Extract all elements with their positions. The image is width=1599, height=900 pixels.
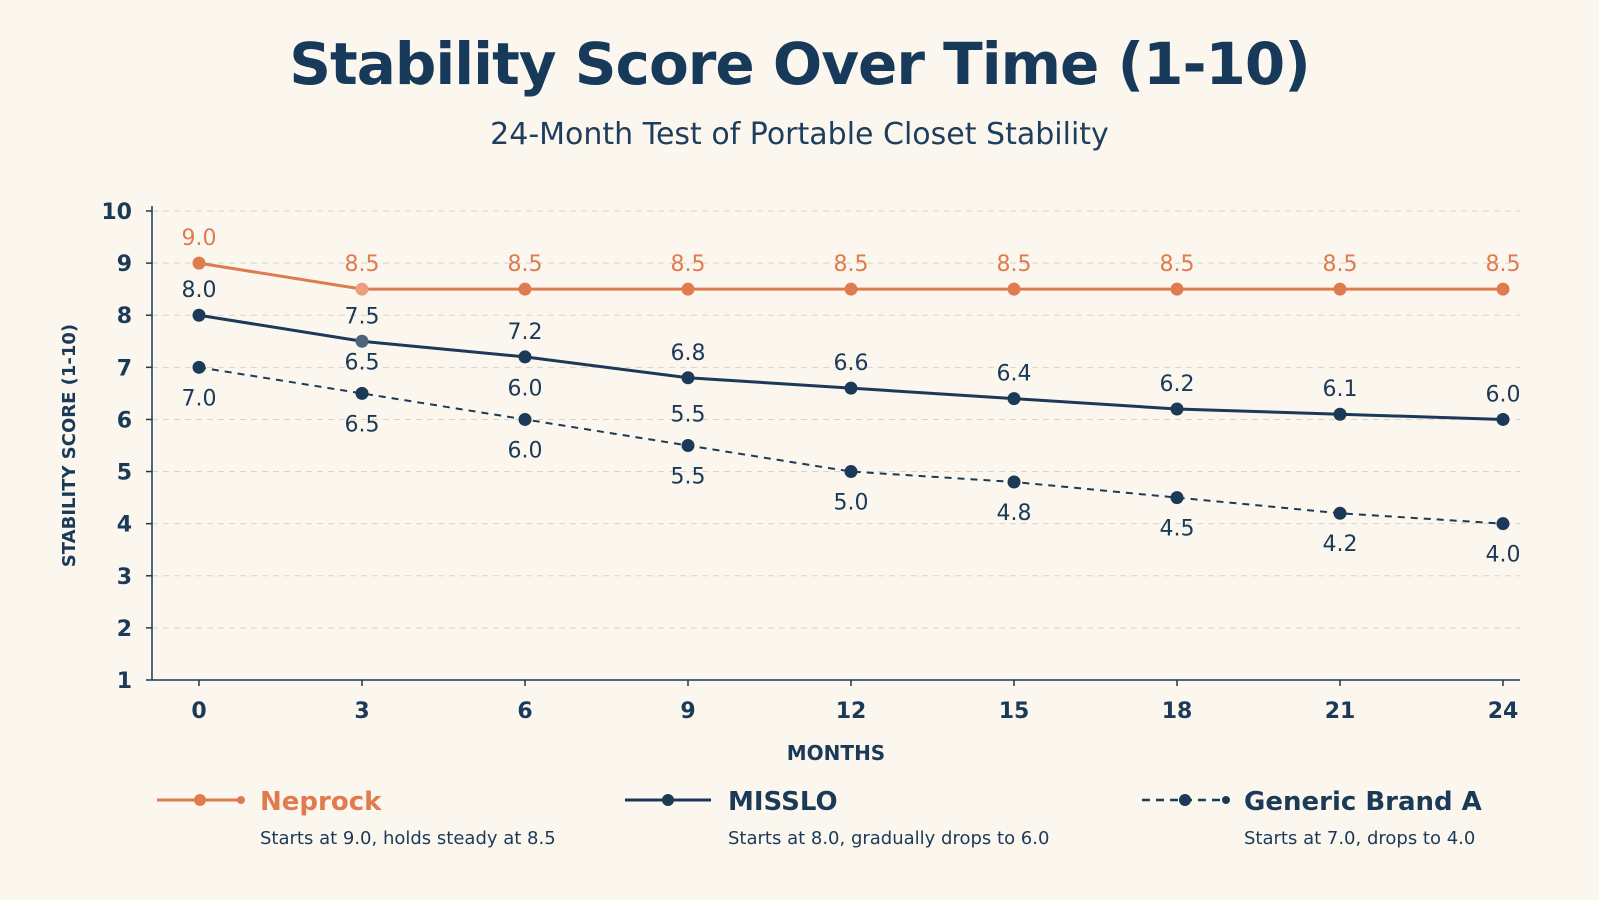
point-generic-brand-a <box>518 412 532 426</box>
x-tick-label: 9 <box>680 699 695 724</box>
y-tick-label: 9 <box>117 252 132 277</box>
data-label-generic-brand-a: 5.0 <box>834 491 869 516</box>
point-generic-brand-a <box>1496 517 1510 531</box>
legend-name-generic-brand-a: Generic Brand A <box>1244 787 1482 817</box>
x-tick-label: 12 <box>836 699 867 724</box>
data-label-upper-generic-brand-a: 6.5 <box>345 350 380 375</box>
data-label-generic-brand-a: 4.2 <box>1323 532 1358 557</box>
x-tick-label: 3 <box>354 699 369 724</box>
data-label-generic-brand-a: 6.5 <box>345 412 380 437</box>
data-label-neprock: 8.5 <box>834 252 869 277</box>
x-tick-label: 18 <box>1162 699 1193 724</box>
point-neprock <box>844 282 858 296</box>
data-label-neprock: 8.5 <box>345 252 380 277</box>
point-generic-brand-a <box>681 439 695 452</box>
data-label-neprock: 8.5 <box>1486 252 1521 277</box>
point-misslo <box>1496 412 1510 426</box>
data-label-neprock: 8.5 <box>997 252 1032 277</box>
data-label-misslo: 7.5 <box>345 304 380 329</box>
y-tick-label: 5 <box>117 461 132 486</box>
data-label-generic-brand-a: 7.0 <box>182 386 217 411</box>
data-label-neprock: 8.5 <box>1160 252 1195 277</box>
x-axis-label: MONTHS <box>787 741 885 765</box>
data-label-generic-brand-a: 5.5 <box>671 465 706 490</box>
point-misslo <box>518 350 532 364</box>
point-generic-brand-a <box>1170 491 1184 505</box>
data-label-neprock: 8.5 <box>1323 252 1358 277</box>
point-neprock <box>518 282 532 296</box>
legend-swatch-misslo <box>625 794 711 806</box>
y-tick-label: 8 <box>117 304 132 329</box>
legend-name-misslo: MISSLO <box>728 787 838 817</box>
legend-desc-misslo: Starts at 8.0, gradually drops to 6.0 <box>728 828 1050 849</box>
point-misslo <box>1007 392 1021 406</box>
data-label-generic-brand-a: 6.0 <box>508 438 543 463</box>
point-neprock <box>192 256 206 270</box>
data-label-misslo: 6.6 <box>834 351 869 376</box>
y-tick-label: 3 <box>117 565 132 590</box>
series-line-generic-brand-a <box>198 366 1504 525</box>
data-label-generic-brand-a: 4.5 <box>1160 517 1195 542</box>
chart-title: Stability Score Over Time (1-10) <box>289 30 1310 98</box>
data-label-generic-brand-a: 4.8 <box>997 501 1032 526</box>
y-tick-label: 4 <box>117 513 132 538</box>
point-neprock <box>355 282 369 296</box>
point-neprock <box>1170 282 1184 296</box>
y-axis-label: STABILITY SCORE (1-10) <box>59 324 80 567</box>
y-tick-label: 2 <box>117 617 132 642</box>
chart-subtitle: 24-Month Test of Portable Closet Stabili… <box>490 117 1109 152</box>
x-tick-label: 0 <box>191 699 206 724</box>
y-tick-label: 7 <box>117 356 132 381</box>
data-label-upper-generic-brand-a: 6.0 <box>508 376 543 401</box>
data-label-misslo: 6.1 <box>1323 377 1358 402</box>
point-neprock <box>1496 282 1510 296</box>
x-tick-label: 6 <box>517 699 532 724</box>
y-tick-label: 10 <box>101 200 132 225</box>
legend-swatch-generic-brand-a <box>1142 794 1230 806</box>
point-misslo <box>681 371 695 385</box>
y-tick-label: 6 <box>117 408 132 433</box>
point-neprock <box>1007 282 1021 296</box>
point-misslo <box>1170 402 1184 416</box>
point-generic-brand-a <box>844 465 858 479</box>
legend-name-neprock: Neprock <box>260 787 382 817</box>
legend-desc-neprock: Starts at 9.0, holds steady at 8.5 <box>260 828 556 849</box>
point-generic-brand-a <box>192 360 206 374</box>
point-generic-brand-a <box>1007 475 1021 489</box>
point-misslo <box>192 308 206 322</box>
point-misslo <box>844 381 858 395</box>
data-label-neprock: 8.5 <box>508 252 543 277</box>
x-tick-label: 15 <box>999 699 1030 724</box>
data-label-upper-generic-brand-a: 5.5 <box>671 403 706 428</box>
y-tick-label: 1 <box>117 669 132 694</box>
data-label-misslo: 6.2 <box>1160 372 1195 397</box>
point-neprock <box>1333 282 1347 296</box>
x-tick-label: 21 <box>1325 699 1356 724</box>
data-label-misslo: 6.4 <box>997 362 1032 387</box>
data-label-misslo: 7.2 <box>508 320 543 345</box>
data-label-misslo: 6.0 <box>1486 382 1521 407</box>
x-tick-label: 24 <box>1488 699 1519 724</box>
point-misslo <box>355 334 369 348</box>
data-label-neprock: 8.5 <box>671 252 706 277</box>
data-label-misslo: 8.0 <box>182 278 217 303</box>
data-label-neprock: 9.0 <box>182 226 217 251</box>
point-generic-brand-a <box>1333 506 1347 520</box>
point-generic-brand-a <box>355 386 369 400</box>
legend-swatch-neprock <box>157 794 245 806</box>
legend-desc-generic-brand-a: Starts at 7.0, drops to 4.0 <box>1244 828 1476 849</box>
point-neprock <box>681 282 695 296</box>
data-label-misslo: 6.8 <box>671 341 706 366</box>
data-label-generic-brand-a: 4.0 <box>1486 543 1521 568</box>
point-misslo <box>1333 407 1347 421</box>
